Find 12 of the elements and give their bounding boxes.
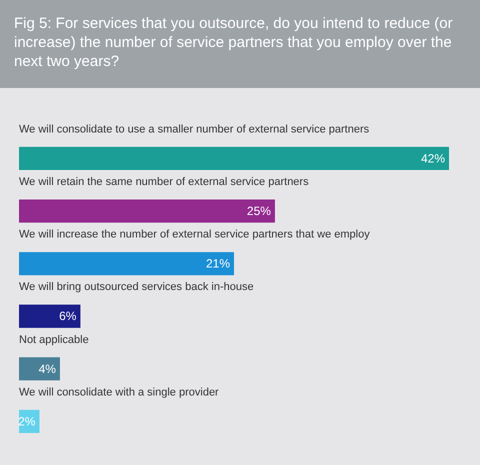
data-label: 4% [38,362,56,376]
y-tick-label: Not applicable [19,334,89,346]
y-tick-label: We will consolidate to use a smaller number of external service partners [19,123,370,136]
chart-title: Fig 5: For services that you outsource, do you intend to reduce (or increase) the number of service partners that you employ over the next two years? [0,0,480,88]
data-label: 6% [59,309,77,324]
y-tick-label: We will increase the number of external service partners that we employ [19,228,370,241]
data-label: 42% [420,151,446,166]
y-tick-label: We will bring outsourced services back in-house [19,281,254,294]
y-tick-label: We will consolidate with a single provider [19,386,220,398]
y-tick-label: We will retain the same number of external service partners [19,176,310,188]
data-label: 25% [246,204,272,218]
data-label: 21% [206,256,230,271]
